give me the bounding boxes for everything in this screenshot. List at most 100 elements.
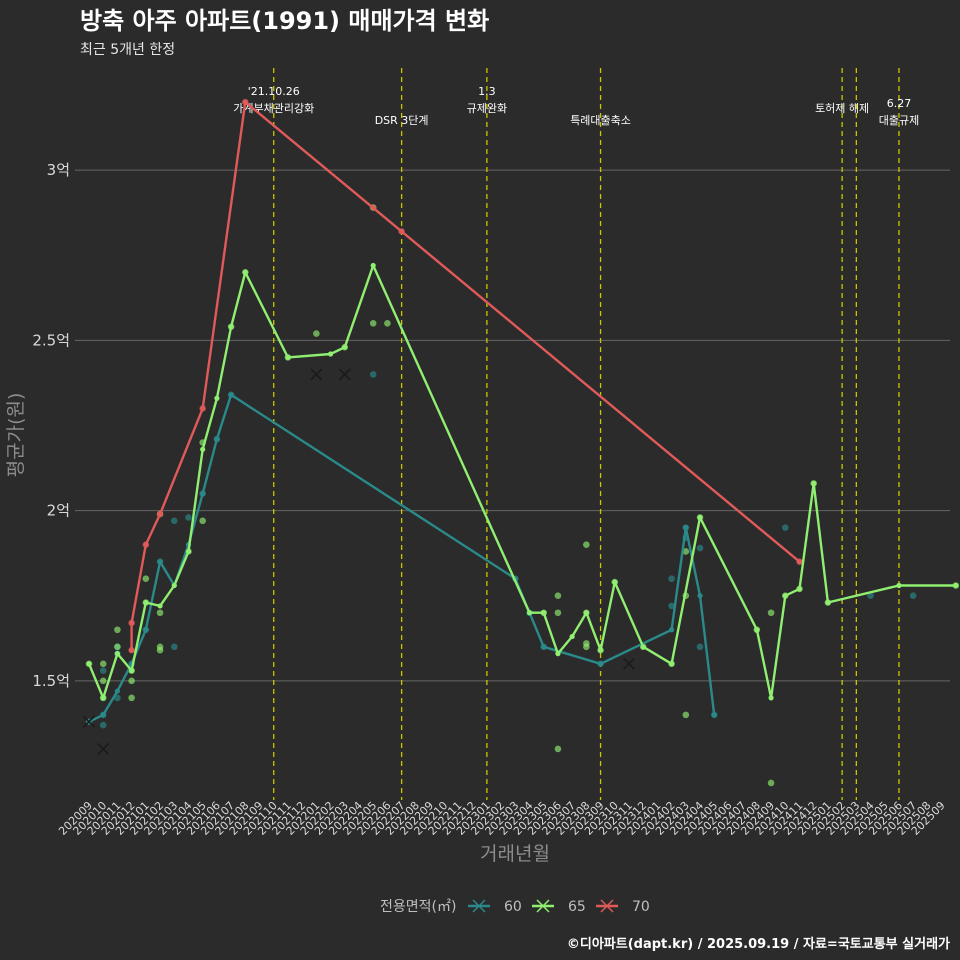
line-vertex [640,644,646,650]
data-point [384,320,391,327]
data-point [554,745,562,753]
cross-marker [338,368,351,381]
line-vertex [669,627,675,633]
line-vertex [370,262,376,269]
line-vertex [597,647,604,653]
event-label: 가계부채관리강화 [233,102,314,115]
data-point [199,517,206,525]
line-vertex [200,490,206,497]
line-vertex [114,651,121,657]
line-vertex [825,599,831,606]
series-line-70 [129,99,803,670]
line-vertex [711,712,717,718]
line-vertex [114,688,121,694]
series-line-65 [86,262,959,701]
line-vertex [896,582,902,589]
line-vertex [171,582,177,589]
data-point [369,371,377,378]
data-point [128,694,135,702]
line-vertex [697,514,703,521]
event-label: 토허제 해제 [815,101,869,115]
legend: 전용면적(㎡) 60 65 70 [380,899,650,915]
data-point [668,602,675,610]
line-vertex [185,548,192,555]
event-label: 6.27 [887,97,912,110]
cross-marker [622,657,636,670]
x-axis-title: 거래년월 [480,843,550,865]
y-tick-label: 3억 [47,161,70,179]
line-vertex [143,542,149,548]
line-vertex [200,405,206,412]
data-point [128,677,135,685]
line-vertex [86,661,92,667]
line-vertex [768,695,774,701]
cross-marker [97,742,110,755]
line-vertex [143,627,149,633]
line-vertex [129,620,135,626]
line-vertex [285,354,291,360]
line-vertex [953,582,959,589]
data-point [156,609,164,617]
gridlines [75,169,950,682]
data-point [909,592,917,600]
line-vertex [342,344,348,350]
line-vertex [526,610,533,616]
legend-label: 70 [632,899,650,915]
event-label: DSR 3단계 [375,114,429,127]
event-label: 1.3 [478,85,496,98]
line-vertex [214,395,220,401]
data-point [668,575,675,582]
data-point [185,514,192,521]
chart-title: 방축 아주 아파트(1991) 매매가격 변화 [80,7,489,35]
y-tick-label: 1.5억 [32,672,70,690]
line-vertex [555,651,561,657]
data-point [696,643,704,651]
line-vertex [541,644,547,650]
line-vertex [796,559,803,565]
line-vertex [157,603,163,609]
series-line [130,100,801,651]
line-vertex [541,610,547,616]
legend-label: 65 [568,899,586,915]
line-vertex [242,99,248,105]
event-label: 규제완화 [467,102,507,115]
data-point [767,609,775,617]
data-point [781,524,789,531]
data-point [114,626,121,634]
x-axis: 2020092020102020112020122021012021022021… [56,799,947,838]
line-vertex [697,593,703,599]
data-point [99,660,107,668]
data-point [682,711,690,719]
line-vertex [242,269,248,275]
line-vertex [583,610,589,616]
line-vertex [200,446,206,452]
event-label: '21.10.26 [248,85,300,98]
line-vertex [612,579,618,585]
series-70 [128,98,803,654]
data-point [369,320,377,327]
series-65 [85,204,960,787]
data-point [170,517,178,525]
data-point [583,541,590,548]
line-vertex [228,324,234,330]
line-vertex [214,436,220,442]
cross-marker [310,368,323,381]
data-point [99,721,107,729]
data-point [99,667,107,674]
data-point [170,643,178,651]
line-vertex [597,661,604,667]
data-point [99,677,107,685]
line-vertex [782,593,788,599]
line-vertex [796,586,803,592]
data-point [114,694,121,702]
line-vertex [129,647,135,653]
line-vertex [683,525,689,531]
line-vertex [754,627,760,633]
line-vertex [569,633,575,640]
line-vertex [100,712,106,718]
data-point [583,640,590,647]
line-vertex [129,668,135,674]
series-layer [82,98,960,787]
data-point [142,575,150,582]
